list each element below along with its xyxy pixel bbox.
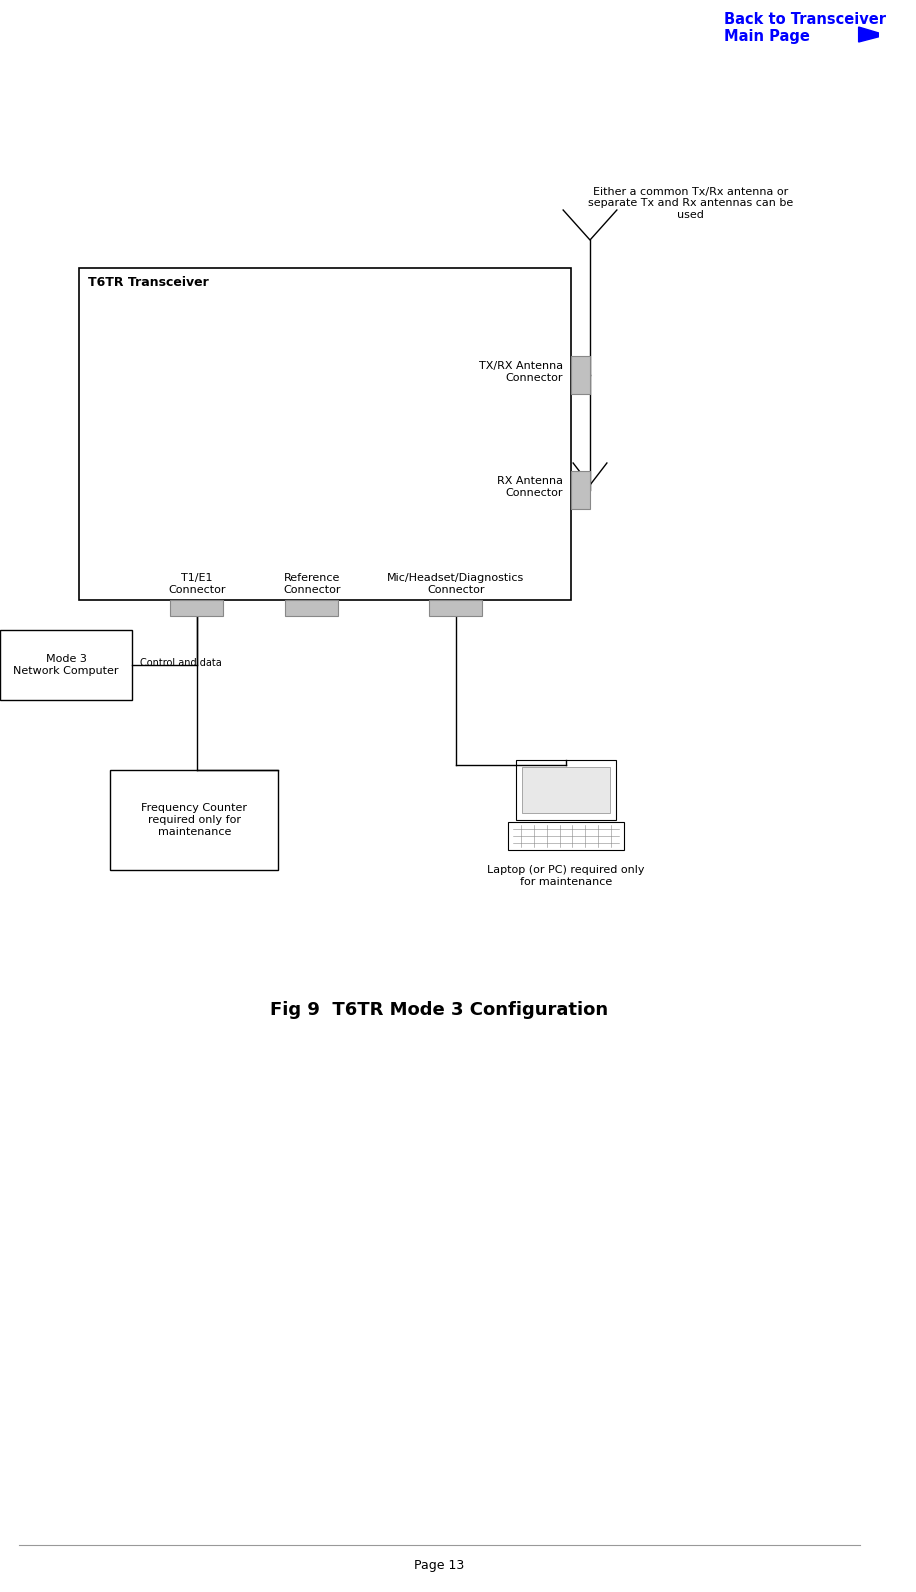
Text: Either a common Tx/Rx antenna or
separate Tx and Rx antennas can be
used: Either a common Tx/Rx antenna or separat…: [588, 186, 793, 220]
Bar: [516, 759, 616, 820]
Bar: [0, 630, 133, 700]
Text: Back to Transceiver
Main Page: Back to Transceiver Main Page: [725, 13, 887, 45]
Bar: [571, 357, 590, 393]
Bar: [170, 600, 224, 616]
Bar: [110, 771, 278, 869]
Text: Control and data: Control and data: [140, 657, 222, 669]
Text: T1/E1
Connector: T1/E1 Connector: [168, 573, 225, 595]
Bar: [79, 267, 571, 600]
Bar: [508, 821, 624, 850]
Text: Laptop (or PC) required only
for maintenance: Laptop (or PC) required only for mainten…: [487, 864, 645, 887]
Text: Mic/Headset/Diagnostics
Connector: Mic/Headset/Diagnostics Connector: [387, 573, 524, 595]
Text: Fig 9  T6TR Mode 3 Configuration: Fig 9 T6TR Mode 3 Configuration: [270, 1001, 608, 1019]
Bar: [522, 767, 610, 814]
Bar: [571, 471, 590, 509]
Polygon shape: [858, 27, 886, 41]
Text: Frequency Counter
required only for
maintenance: Frequency Counter required only for main…: [141, 804, 247, 837]
Text: RX Antenna
Connector: RX Antenna Connector: [497, 476, 563, 498]
Text: Page 13: Page 13: [414, 1559, 464, 1571]
Text: T6TR Transceiver: T6TR Transceiver: [88, 275, 209, 290]
Bar: [430, 600, 482, 616]
Text: Mode 3
Network Computer: Mode 3 Network Computer: [14, 654, 119, 675]
Text: TX/RX Antenna
Connector: TX/RX Antenna Connector: [479, 361, 563, 382]
Bar: [286, 600, 338, 616]
Text: Reference
Connector: Reference Connector: [283, 573, 341, 595]
